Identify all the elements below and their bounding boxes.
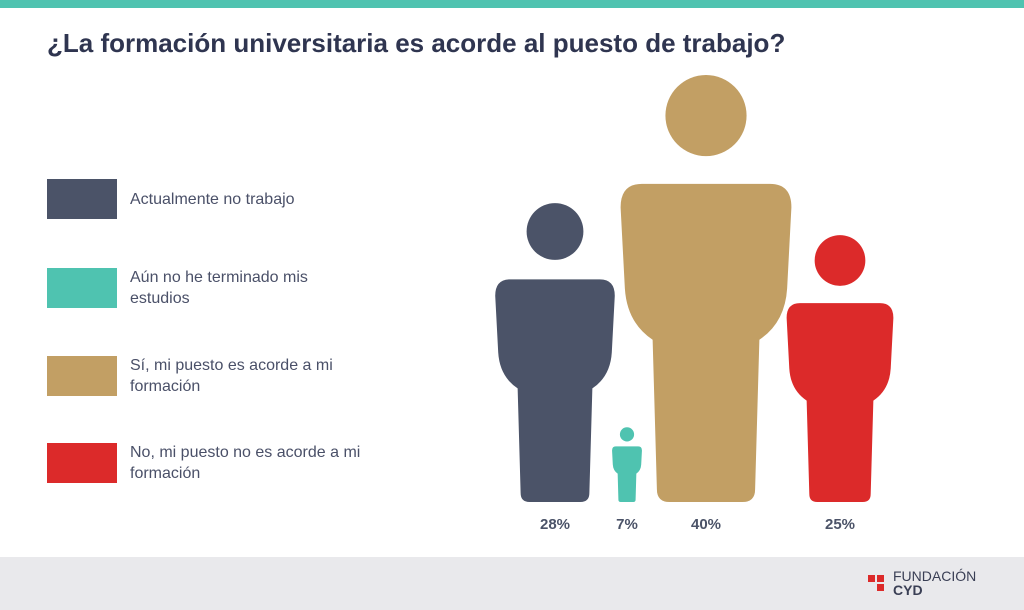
pictogram-body: [495, 279, 615, 502]
pictogram-body: [620, 183, 792, 502]
legend-swatch: [47, 179, 117, 219]
chart-title: ¿La formación universitaria es acorde al…: [47, 28, 786, 58]
value-label: 25%: [825, 516, 855, 533]
value-label: 7%: [616, 516, 638, 533]
legend-label: Sí, mi puesto es acorde a mi formación: [130, 357, 333, 395]
legend-swatch: [47, 268, 117, 308]
pictogram-head: [619, 427, 635, 442]
brand-line: CYD: [893, 582, 923, 598]
pictogram-body: [786, 303, 894, 502]
pictogram-head: [814, 235, 866, 286]
brand-line: FUNDACIÓN: [893, 568, 977, 584]
footer: FUNDACIÓN CYD: [0, 557, 1024, 610]
chart: 28% 7% 40% 25%: [495, 75, 894, 533]
pictogram: [612, 427, 642, 502]
pictogram-head: [665, 75, 747, 157]
pictogram: [620, 75, 792, 502]
pictogram: [786, 235, 894, 502]
brand: FUNDACIÓN CYD: [893, 569, 976, 597]
pictogram-body: [612, 446, 642, 502]
legend-label: Actualmente no trabajo: [130, 190, 295, 208]
legend-label: No, mi puesto no es acorde a mi formació…: [130, 444, 361, 482]
top-bar: [0, 0, 1024, 8]
value-label: 40%: [691, 516, 721, 533]
pictogram: [495, 203, 615, 502]
legend-swatch: [47, 356, 117, 396]
legend-label: Aún no he terminado mis estudios: [130, 269, 308, 307]
legend-swatch: [47, 443, 117, 483]
value-label: 28%: [540, 516, 570, 533]
logo-mark: [868, 575, 884, 591]
pictogram-head: [526, 203, 584, 260]
